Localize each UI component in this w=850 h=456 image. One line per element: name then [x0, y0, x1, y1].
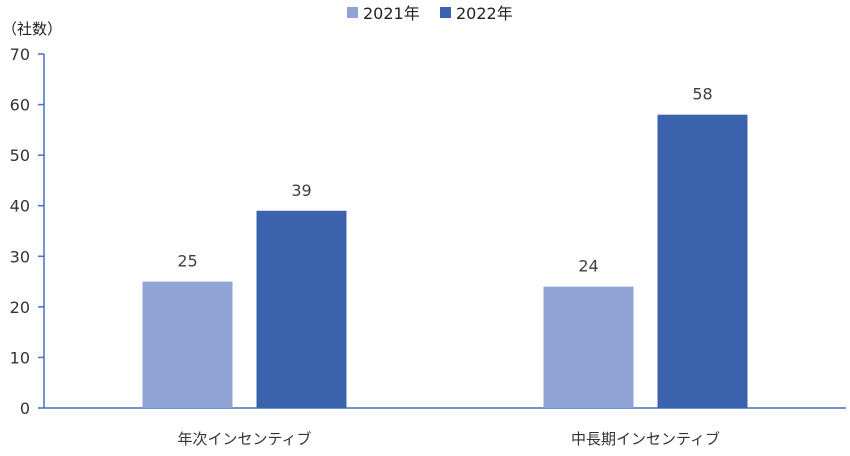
y-tick-label: 40	[10, 197, 30, 216]
legend-label: 2022年	[456, 4, 513, 23]
y-tick-label: 50	[10, 146, 30, 165]
data-labels: 25 39 24 58	[177, 85, 712, 276]
data-label-1-series-1: 25	[177, 252, 197, 271]
legend-swatch	[347, 7, 358, 18]
x-category-label: 年次インセンティブ	[177, 430, 311, 448]
y-tick-label: 0	[20, 399, 30, 418]
legend-swatch	[440, 7, 451, 18]
y-tick-label: 30	[10, 247, 30, 266]
data-label-1-series-2: 39	[291, 181, 311, 200]
bar-1-series-2	[256, 210, 347, 408]
bar-2-series-1	[543, 286, 634, 408]
x-axis: 年次インセンティブ 中長期インセンティブ	[44, 407, 846, 448]
y-tick-label: 10	[10, 348, 30, 367]
y-axis: 0 10 20 30 40 50 60 70	[10, 45, 45, 418]
bar-2-series-2	[657, 114, 748, 408]
legend-label: 2021年	[363, 4, 420, 23]
y-tick-label: 20	[10, 298, 30, 317]
x-category-label: 中長期インセンティブ	[571, 430, 720, 448]
y-axis-unit-label: （社数）	[2, 20, 62, 38]
y-tick-label: 70	[10, 45, 30, 64]
bar-1-series-1	[142, 281, 233, 408]
data-label-2-series-1: 24	[578, 257, 598, 276]
legend: 2021年 2022年	[347, 4, 513, 23]
bars	[142, 114, 748, 408]
y-tick-label: 60	[10, 96, 30, 115]
data-label-2-series-2: 58	[692, 85, 712, 104]
